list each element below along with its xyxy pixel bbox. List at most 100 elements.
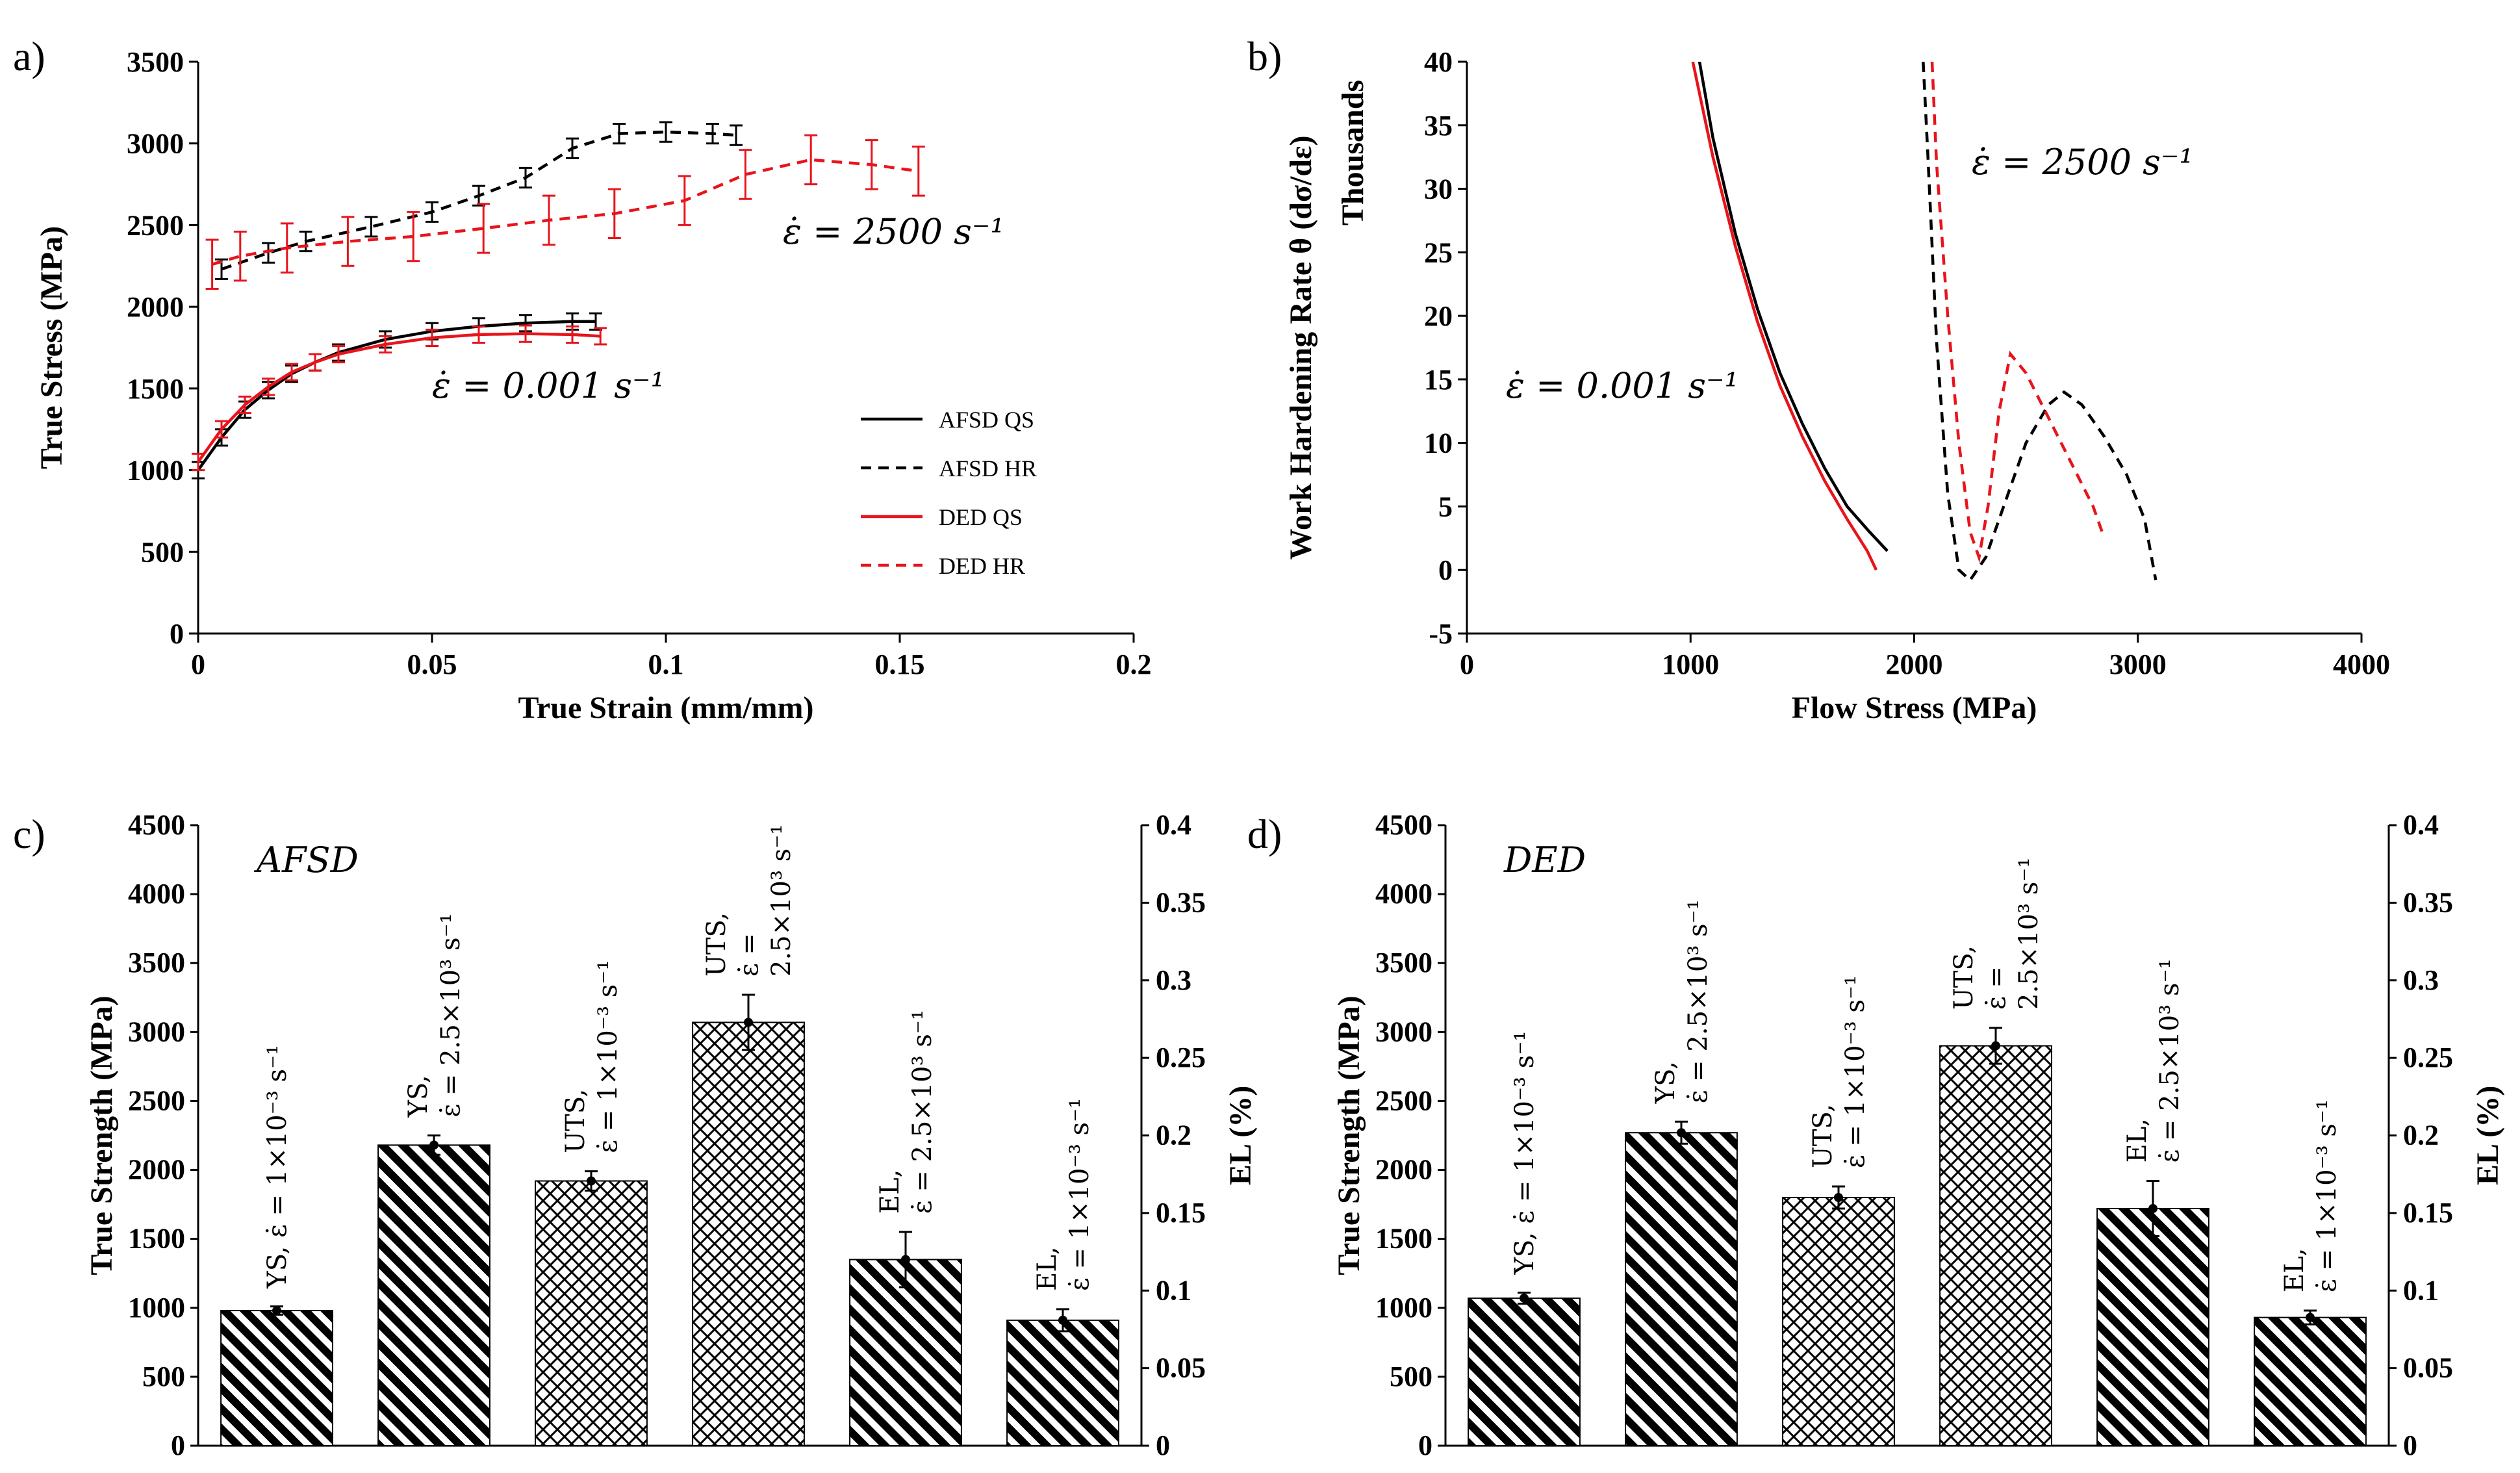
mean-marker bbox=[1834, 1193, 1843, 1202]
mean-marker bbox=[744, 1018, 753, 1027]
panel-label: c) bbox=[13, 811, 45, 857]
y2-tick-label: 0.3 bbox=[2403, 964, 2439, 996]
mean-marker bbox=[429, 1140, 439, 1150]
x-tick-label: 0 bbox=[1460, 648, 1474, 680]
y-tick-label: 35 bbox=[1424, 110, 1453, 142]
y-tick-label: 0 bbox=[171, 1429, 185, 1461]
y2-tick-label: 0.15 bbox=[1156, 1197, 1206, 1229]
x-tick-label: 0 bbox=[191, 648, 205, 680]
bar-label: EL, bbox=[875, 1170, 905, 1214]
bar bbox=[377, 1144, 490, 1447]
bar-label: 2.5×10³ s⁻¹ bbox=[767, 825, 796, 977]
y2-tick-label: 0.2 bbox=[2403, 1120, 2439, 1151]
y-axis-label: Work Hardening Rate θ (dσ/dε) bbox=[1284, 135, 1318, 559]
bar-label: YS, bbox=[1651, 1061, 1681, 1104]
y2-tick-label: 0.35 bbox=[1156, 886, 1206, 918]
y-tick-label: 4500 bbox=[128, 809, 185, 841]
mean-marker bbox=[2148, 1203, 2157, 1213]
y-tick-label: 4000 bbox=[128, 878, 185, 910]
y-tick-label: 0 bbox=[1438, 554, 1453, 586]
y-tick-label: 20 bbox=[1424, 300, 1453, 332]
series-line-ded-hr bbox=[1930, 62, 2106, 563]
x-tick-label: 0.2 bbox=[1116, 648, 1152, 680]
y-tick-label: 3500 bbox=[1375, 947, 1432, 979]
y-tick-label: 1500 bbox=[127, 373, 184, 405]
bar-label: ε̇ = 1×10⁻³ s⁻¹ bbox=[593, 960, 623, 1153]
bar-label: ε̇ = 1×10⁻³ s⁻¹ bbox=[2312, 1099, 2342, 1292]
bar-label: EL, bbox=[1032, 1246, 1062, 1290]
y-unit-label: Thousands bbox=[1336, 80, 1370, 225]
bar-label: ε̇ = 1×10⁻³ s⁻¹ bbox=[1065, 1098, 1095, 1291]
bar bbox=[1939, 1045, 2052, 1446]
x-axis-label: True Strain (mm/mm) bbox=[518, 691, 813, 725]
bar-label: UTS, bbox=[1949, 945, 1979, 1010]
y-tick-label: 30 bbox=[1424, 173, 1453, 205]
y2-axis-label: EL (%) bbox=[2471, 1086, 2505, 1185]
y-tick-label: 3000 bbox=[127, 128, 184, 160]
panel-d-ded-bars: 0 500 1000 1500 2000 2500 3000 3500 4000 4500 0 0.0… bbox=[1247, 809, 2505, 1461]
y-tick-label: 3000 bbox=[128, 1016, 185, 1047]
y2-tick-label: 0.1 bbox=[2403, 1274, 2439, 1306]
y-tick-label: -5 bbox=[1429, 618, 1453, 650]
y-tick-label: 500 bbox=[142, 1361, 185, 1392]
y-tick-label: 1000 bbox=[1375, 1292, 1432, 1324]
bar bbox=[2254, 1316, 2367, 1446]
y-tick-label: 1500 bbox=[1375, 1223, 1432, 1255]
y-axis-label: True Strength (MPa) bbox=[84, 995, 119, 1275]
y2-tick-label: 0.4 bbox=[2403, 809, 2439, 841]
y-tick-label: 4500 bbox=[1375, 809, 1432, 841]
mean-marker bbox=[2306, 1313, 2315, 1322]
y2-tick-label: 0.35 bbox=[2403, 886, 2453, 918]
y-tick-label: 2000 bbox=[127, 291, 184, 323]
bar-label: EL, bbox=[2122, 1118, 2152, 1162]
bar-label: ε̇ = 2.5×10³ s⁻¹ bbox=[436, 913, 466, 1117]
series-line-afsd-qs bbox=[1698, 62, 1889, 552]
mean-marker bbox=[1520, 1293, 1529, 1303]
rate-annotation: ε̇ = 0.001 s⁻¹ bbox=[1506, 365, 1738, 406]
y2-tick-label: 0 bbox=[2403, 1429, 2417, 1461]
mean-marker bbox=[901, 1255, 910, 1264]
y2-tick-label: 0.25 bbox=[2403, 1042, 2453, 1073]
panel-c-afsd-bars: 0 500 1000 1500 2000 2500 3000 3500 4000 4500 0 0.0… bbox=[13, 809, 1258, 1461]
y-tick-label: 4000 bbox=[1375, 878, 1432, 910]
bar-label: ε̇ = 1×10⁻³ s⁻¹ bbox=[1840, 975, 1870, 1168]
series-line-afsd-hr bbox=[221, 130, 737, 271]
legend-entry: DED HR bbox=[939, 553, 1025, 579]
y-tick-label: 3000 bbox=[1375, 1016, 1432, 1047]
series-line-afsd-hr bbox=[1922, 62, 2157, 583]
x-tick-label: 3000 bbox=[2109, 648, 2167, 680]
rate-annotation: ε̇ = 0.001 s⁻¹ bbox=[432, 365, 665, 406]
rate-annotation: ε̇ = 2500 s⁻¹ bbox=[1972, 142, 2193, 183]
bar bbox=[692, 1021, 805, 1446]
x-tick-label: 4000 bbox=[2333, 648, 2390, 680]
y-tick-label: 500 bbox=[141, 536, 184, 568]
y-tick-label: 3500 bbox=[128, 947, 185, 979]
bar-label: YS, ε̇ = 1×10⁻³ s⁻¹ bbox=[262, 1045, 292, 1289]
mean-marker bbox=[587, 1176, 596, 1186]
y2-tick-label: 0.05 bbox=[2403, 1352, 2453, 1384]
y2-tick-label: 0.05 bbox=[1156, 1352, 1206, 1384]
y-tick-label: 2500 bbox=[127, 209, 184, 241]
y2-tick-label: 0.4 bbox=[1156, 809, 1191, 841]
y-tick-label: 2000 bbox=[1375, 1154, 1432, 1186]
y-tick-label: 1000 bbox=[128, 1292, 185, 1324]
x-axis-label: Flow Stress (MPa) bbox=[1792, 691, 2037, 725]
legend-entry: AFSD HR bbox=[939, 455, 1037, 481]
y-tick-label: 2500 bbox=[128, 1084, 185, 1116]
x-tick-label: 2000 bbox=[1886, 648, 1943, 680]
y-tick-label: 0 bbox=[170, 618, 184, 650]
y-tick-label: 500 bbox=[1390, 1361, 1432, 1392]
bar-label: ε̇ = 2.5×10³ s⁻¹ bbox=[1683, 899, 1713, 1103]
y-tick-label: 3500 bbox=[127, 46, 184, 78]
bar-label: ε̇ = bbox=[734, 933, 764, 977]
legend-entry: AFSD QS bbox=[939, 407, 1034, 433]
mean-marker bbox=[1991, 1041, 2000, 1051]
y-axis-label: True Stress (MPa) bbox=[34, 226, 69, 469]
mean-marker bbox=[1677, 1128, 1686, 1138]
y2-tick-label: 0.2 bbox=[1156, 1120, 1191, 1151]
mean-marker bbox=[272, 1306, 281, 1316]
bar-label: UTS, bbox=[1808, 1104, 1838, 1168]
series-line-ded-qs bbox=[1691, 62, 1878, 571]
bar-label: YS, ε̇ = 1×10⁻³ s⁻¹ bbox=[1510, 1031, 1540, 1275]
